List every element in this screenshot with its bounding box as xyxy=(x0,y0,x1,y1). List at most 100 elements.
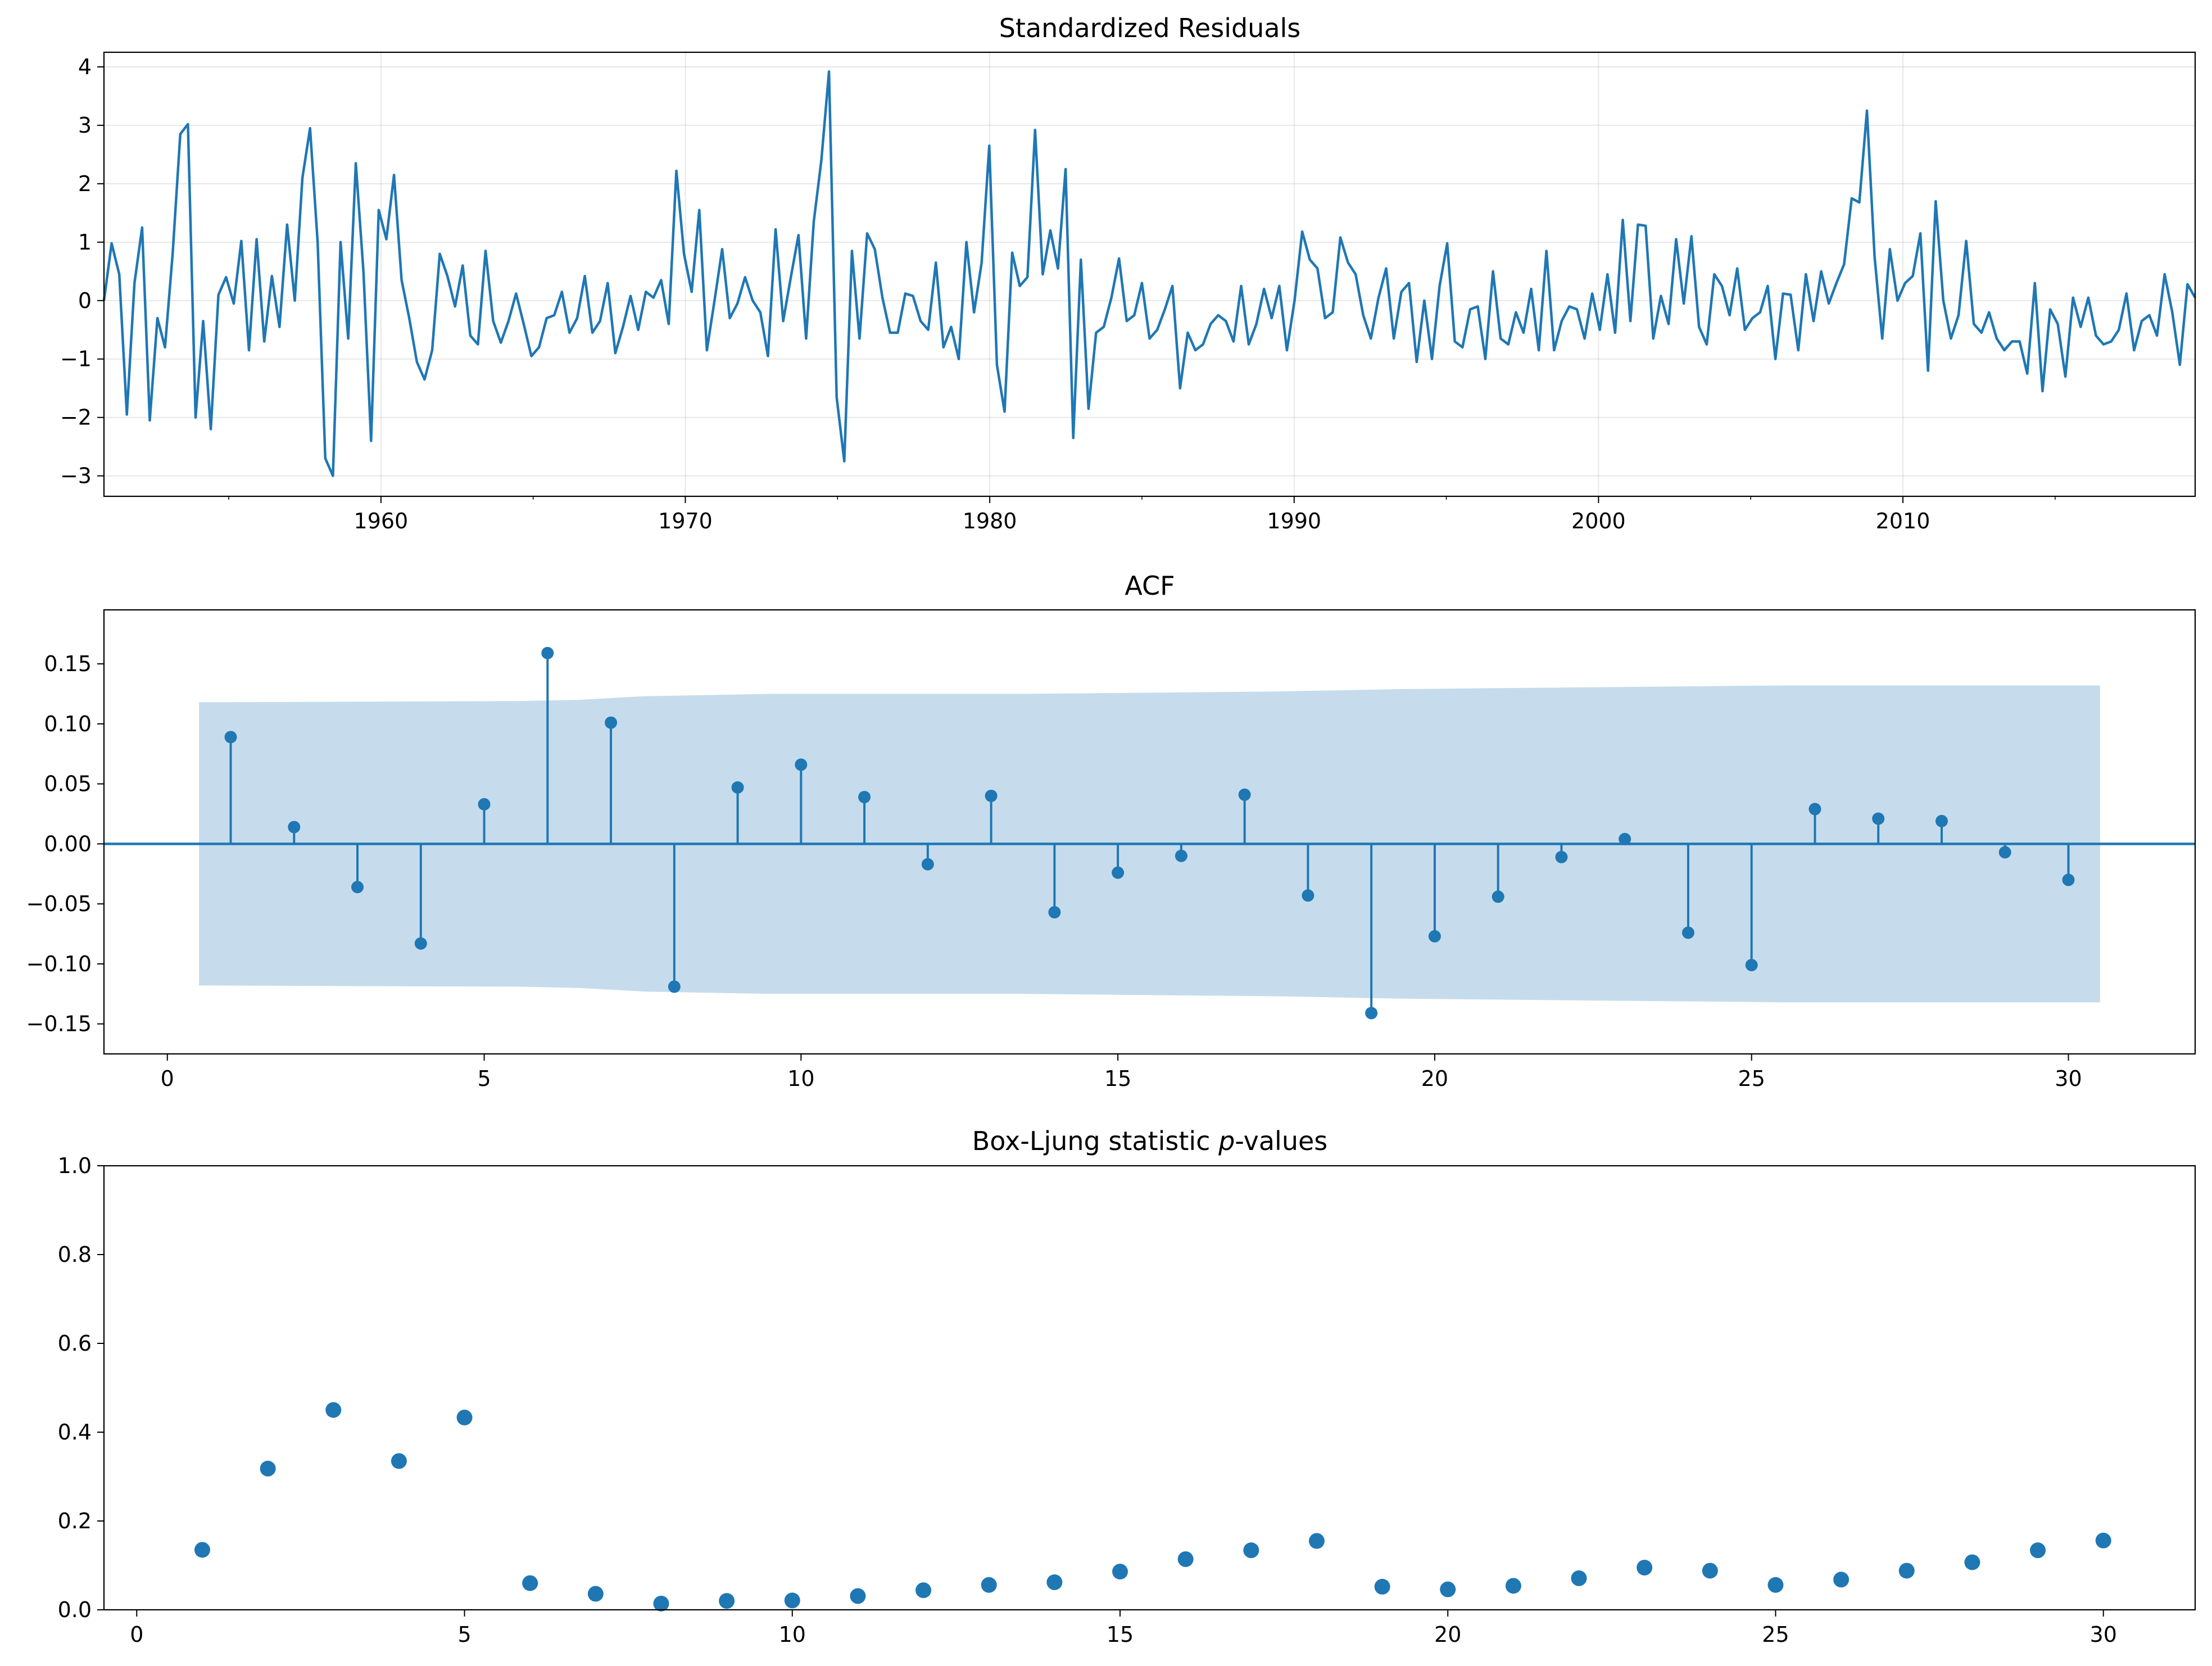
residuals-panel: Standardized Residuals 1960 1970 1980 1990 2… xyxy=(60,13,2196,533)
x-tick-label: 25 xyxy=(1762,1622,1789,1647)
acf-point xyxy=(1238,788,1251,801)
x-tick-label: 1990 xyxy=(1267,509,1321,533)
residuals-series xyxy=(102,70,2196,477)
acf-point xyxy=(1428,930,1441,943)
y-tick-label: 0.2 xyxy=(58,1509,92,1533)
acf-panel: ACF 0 5 10 15 20 25 30−0.15−0.10−0.050.000.050… xyxy=(26,571,2196,1091)
acf-point xyxy=(731,781,744,794)
box-ljung-title-part-3: -values xyxy=(1235,1126,1327,1156)
acf-point xyxy=(1492,890,1504,903)
x-tick-label: 20 xyxy=(1421,1066,1448,1091)
p-value-point xyxy=(456,1409,473,1425)
p-value-point xyxy=(1374,1578,1390,1595)
x-tick-label: 20 xyxy=(1434,1622,1461,1647)
p-value-point xyxy=(850,1588,866,1604)
x-tick-label: 30 xyxy=(2090,1622,2117,1647)
p-value-point xyxy=(2030,1542,2046,1559)
acf-point xyxy=(1745,959,1758,971)
acf-point xyxy=(351,881,364,894)
box-ljung-points xyxy=(194,1402,2111,1611)
plot-frame xyxy=(103,1165,2196,1611)
x-tick-label: 10 xyxy=(787,1066,814,1091)
acf-point xyxy=(1365,1007,1378,1020)
acf-point xyxy=(605,716,618,729)
residual-line xyxy=(102,70,2196,477)
p-value-point xyxy=(653,1595,669,1611)
acf-point xyxy=(1935,814,1948,827)
p-value-point xyxy=(1964,1554,1980,1570)
p-value-point xyxy=(915,1582,932,1599)
acf-point xyxy=(1808,803,1821,816)
p-value-point xyxy=(1637,1559,1653,1576)
p-value-point xyxy=(1243,1542,1259,1559)
y-tick-label: 0.05 xyxy=(44,772,92,796)
p-value-point xyxy=(325,1402,342,1418)
p-value-point xyxy=(1702,1563,1718,1579)
acf-point xyxy=(2062,873,2075,886)
y-tick-label: 4 xyxy=(78,55,92,79)
p-value-point xyxy=(1177,1551,1194,1567)
x-tick-label: 25 xyxy=(1738,1066,1765,1091)
y-tick-label: −0.10 xyxy=(26,952,92,976)
y-tick-label: 0.8 xyxy=(58,1242,92,1267)
x-tick-label: 2010 xyxy=(1876,509,1930,533)
p-value-point xyxy=(587,1586,604,1602)
residuals-title: Standardized Residuals xyxy=(999,13,1301,43)
acf-point xyxy=(1302,889,1314,902)
acf-point xyxy=(1681,926,1694,939)
x-tick-label: 10 xyxy=(779,1622,806,1647)
acf-point xyxy=(1175,849,1187,862)
p-value-point xyxy=(522,1575,538,1591)
acf-stems xyxy=(104,646,2195,1020)
y-tick-label: −1 xyxy=(60,347,92,372)
box-ljung-title: Box-Ljung statistic p-values xyxy=(972,1126,1328,1156)
acf-point xyxy=(795,758,808,771)
y-tick-label: 0.15 xyxy=(44,651,92,676)
box-ljung-axes: 0 5 10 15 20 25 30 0.0 0.2 0.4 0.6 0.8 1.0 xyxy=(58,1153,2196,1647)
acf-point xyxy=(414,937,427,950)
p-value-point xyxy=(391,1453,407,1469)
plot-frame xyxy=(103,51,2196,497)
acf-point xyxy=(541,646,554,659)
y-tick-label: 0.4 xyxy=(58,1420,92,1445)
y-tick-label: 2 xyxy=(78,171,92,196)
acf-axes: 0 5 10 15 20 25 30 −0.15 −0.10 −0.05 0.00 0.05 0.10 0… xyxy=(26,609,2196,1091)
p-value-point xyxy=(1046,1574,1063,1591)
y-tick-label: 1.0 xyxy=(58,1153,92,1178)
plot-frame xyxy=(103,609,2196,1055)
y-tick-label: 1 xyxy=(78,230,92,255)
p-value-point xyxy=(1898,1563,1915,1579)
y-tick-label: 0.10 xyxy=(44,712,92,736)
p-value-point xyxy=(2095,1532,2111,1549)
p-value-point xyxy=(1833,1572,1850,1588)
x-tick-label: 2000 xyxy=(1571,509,1626,533)
y-tick-label: 0 xyxy=(78,288,92,313)
acf-point xyxy=(921,858,934,871)
p-value-point xyxy=(1767,1577,1784,1593)
residuals-axes: 1960 1970 1980 1990 2000 2010 −3 −2 −1 0 1 2 3 4 xyxy=(60,51,2196,533)
residuals-grid xyxy=(104,52,2195,496)
acf-point xyxy=(985,789,998,802)
x-tick-label: 1980 xyxy=(963,509,1017,533)
p-value-point xyxy=(1505,1578,1521,1594)
y-tick-label: 0.6 xyxy=(58,1331,92,1356)
p-value-point xyxy=(981,1577,997,1593)
box-ljung-title-part-1: Box-Ljung statistic xyxy=(972,1126,1218,1156)
x-tick-label: 0 xyxy=(161,1066,174,1091)
p-value-point xyxy=(260,1460,276,1477)
y-tick-label: −0.15 xyxy=(26,1012,92,1036)
x-tick-label: 15 xyxy=(1104,1066,1131,1091)
acf-point xyxy=(1048,906,1061,919)
p-value-point xyxy=(1440,1581,1456,1597)
p-value-point xyxy=(1308,1533,1325,1549)
acf-point xyxy=(224,731,237,744)
acf-title: ACF xyxy=(1125,571,1175,601)
p-value-point xyxy=(194,1542,210,1558)
p-value-point xyxy=(1571,1570,1587,1586)
y-tick-label: 0.00 xyxy=(44,831,92,856)
p-value-point xyxy=(784,1592,800,1609)
p-value-point xyxy=(1112,1564,1128,1580)
acf-point xyxy=(1619,832,1631,845)
acf-point xyxy=(1112,866,1125,879)
y-tick-label: 0.0 xyxy=(58,1597,92,1622)
